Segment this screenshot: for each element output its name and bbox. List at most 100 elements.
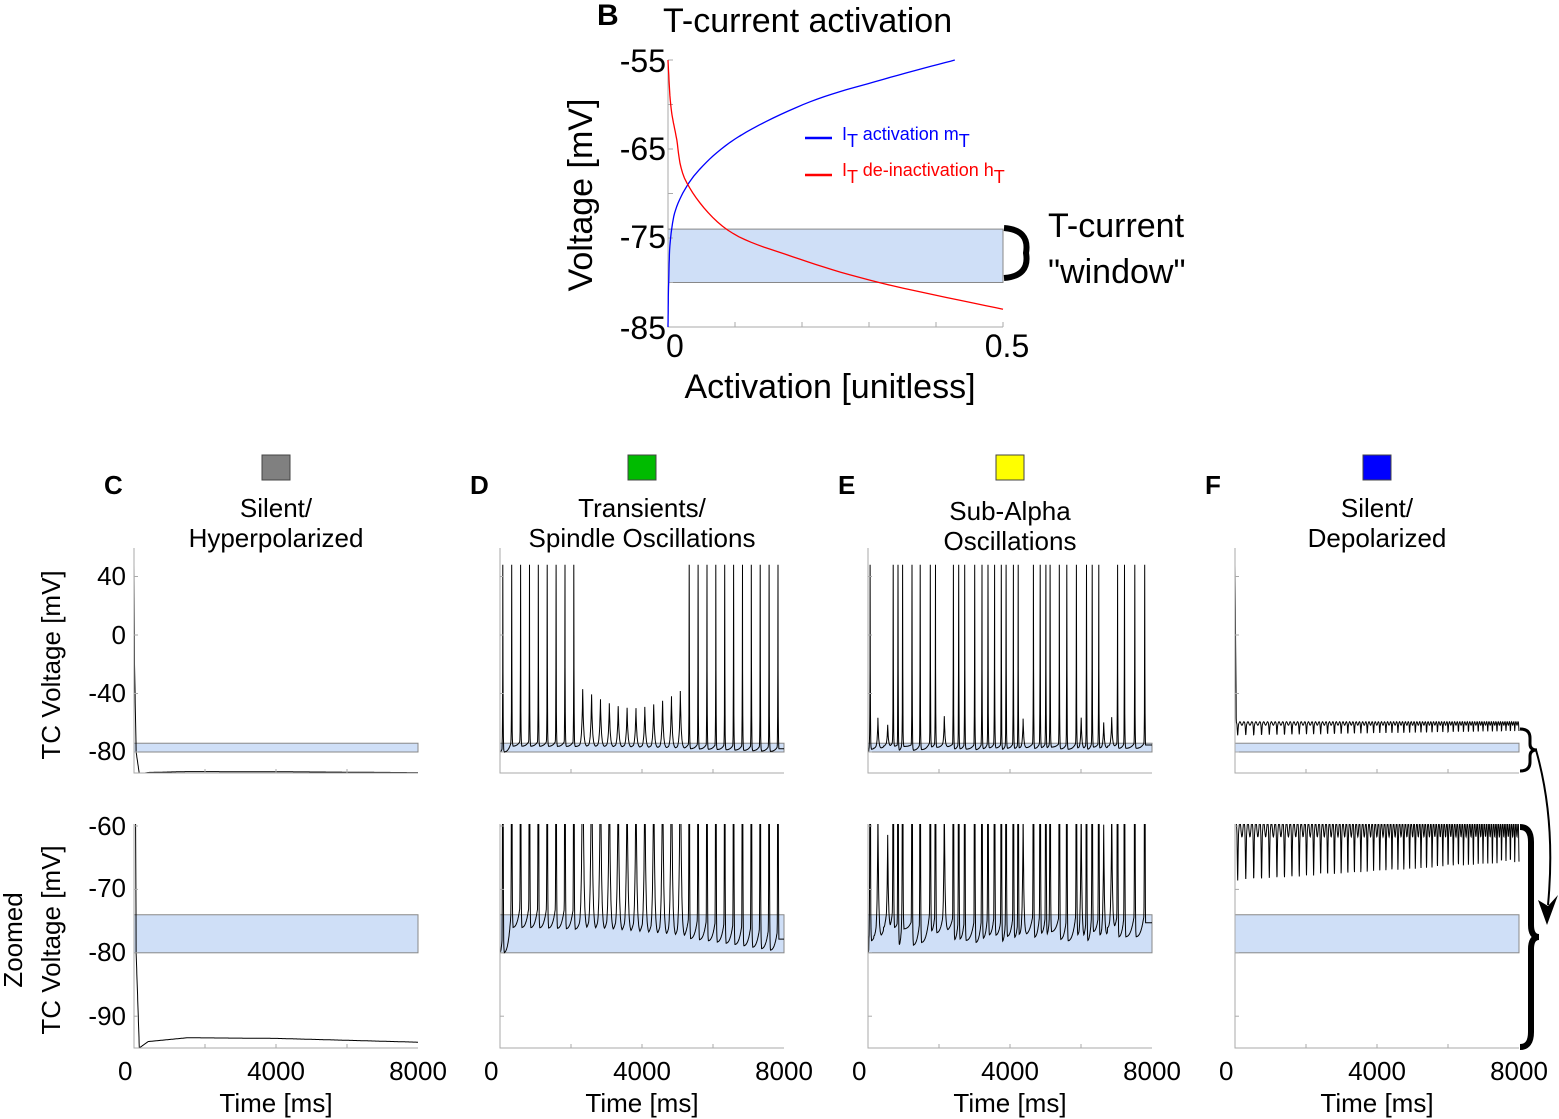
panel-title-line2: Spindle Oscillations (529, 523, 756, 553)
legend-label-deinactivation: IT de-inactivation hT (842, 160, 1005, 187)
panel-title-line1: Transients/ (578, 493, 706, 523)
y-tick-label: 0 (112, 620, 126, 650)
y-tick-label: -80 (88, 736, 126, 766)
x-tick-label: 0 (1219, 1056, 1233, 1086)
x-tick-label: 4000 (981, 1056, 1039, 1086)
panel-b: B T-current activation Voltage [mV] -55 … (562, 0, 1186, 406)
state-color-swatch (261, 454, 291, 481)
x-tick-label: 4000 (247, 1056, 305, 1086)
axes (867, 824, 1152, 1049)
x-axis-label: Time [ms] (219, 1088, 332, 1118)
axes (1234, 824, 1519, 1049)
x-axis-label: Activation [unitless] (684, 368, 975, 406)
x-tick-label: 0.5 (985, 328, 1029, 364)
panel-title-line2: Oscillations (944, 526, 1077, 556)
voltage-trace (1235, 824, 1520, 881)
panel-c: C Silent/Hyperpolarized 0 4000 8000 Time [ms] (104, 454, 447, 1118)
chart-title: T-current activation (663, 2, 952, 40)
voltage-trace (500, 824, 784, 954)
x-tick-label: 8000 (1123, 1056, 1181, 1086)
voltage-trace (135, 824, 418, 1048)
panel-title-line1: Silent/ (240, 493, 313, 523)
x-tick-label: 8000 (389, 1056, 447, 1086)
plot-area (667, 59, 1004, 328)
legend: IT activation mT IT de-inactivation hT (805, 124, 1005, 187)
voltage-trace (1235, 564, 1520, 736)
y-tick-label: -75 (620, 219, 666, 255)
y-tick-label: -70 (88, 873, 126, 903)
zoomed-voltage-plot (1234, 824, 1520, 1049)
zoom-indicator (1519, 727, 1558, 1050)
x-tick-label: 8000 (1490, 1056, 1548, 1086)
axes (667, 60, 1003, 328)
y-tick-label: -40 (88, 678, 126, 708)
voltage-trace (134, 564, 418, 773)
x-tick-label: 8000 (755, 1056, 813, 1086)
state-color-swatch (1362, 454, 1392, 481)
panel-letter-b: B (597, 0, 619, 32)
panel-letter: D (470, 470, 489, 500)
y-tick-label: -85 (620, 310, 666, 346)
y-tick-label: 40 (97, 561, 126, 591)
state-color-swatch (627, 454, 657, 481)
x-tick-label: 0 (852, 1056, 866, 1086)
x-axis-label: Time [ms] (953, 1088, 1066, 1118)
top-row-y-label: TC Voltage [mV] (36, 570, 66, 759)
x-tick-label: 0 (666, 328, 684, 364)
voltage-trace (868, 824, 1152, 954)
deinactivation-curve (667, 59, 1004, 310)
t-window-band (1234, 742, 1520, 753)
window-label-line2: "window" (1048, 253, 1186, 291)
axes (1234, 548, 1519, 774)
arrow-head-icon (1538, 895, 1558, 925)
y-tick-label: -90 (88, 1001, 126, 1031)
window-bracket (1003, 225, 1030, 281)
large-brace (1519, 824, 1540, 1050)
panel-letter: C (104, 470, 123, 500)
zoom-row-y-label-line1: Zoomed (0, 892, 28, 987)
y-tick-label: -65 (620, 131, 666, 167)
y-tick-label: -55 (620, 43, 666, 79)
panels: C Silent/Hyperpolarized 0 4000 8000 Time [ms]… (104, 454, 1548, 1118)
activation-curve (667, 59, 955, 327)
panel-title-line1: Silent/ (1341, 493, 1414, 523)
voltage-trace (868, 564, 1152, 753)
zoomed-voltage-plot (867, 824, 1153, 1049)
arrow-shaft (1535, 749, 1552, 906)
zoom-row-y-label-line2: TC Voltage [mV] (36, 845, 66, 1034)
panel-d: D Transients/Spindle Oscillations 0 4000 800… (470, 454, 813, 1118)
x-tick-label: 4000 (613, 1056, 671, 1086)
y-tick-label: -60 (88, 811, 126, 841)
voltage-plot (1234, 548, 1520, 774)
y-axis-label: Voltage [mV] (562, 99, 600, 292)
axes (499, 824, 784, 1049)
panel-letter: E (838, 470, 855, 500)
voltage-trace (500, 564, 784, 753)
axes (867, 548, 1152, 774)
legend-label-activation: IT activation mT (842, 124, 970, 151)
t-window-band (133, 742, 419, 753)
panel-title-line2: Hyperpolarized (189, 523, 364, 553)
axes (133, 548, 418, 774)
y-tick-label: -80 (88, 937, 126, 967)
voltage-plot (133, 548, 419, 774)
x-axis-label: Time [ms] (585, 1088, 698, 1118)
small-brace (1519, 727, 1538, 773)
x-tick-label: 0 (118, 1056, 132, 1086)
panel-title-line1: Sub-Alpha (949, 496, 1071, 526)
zoomed-voltage-plot (133, 824, 419, 1049)
axes (499, 548, 784, 774)
x-tick-label: 4000 (1348, 1056, 1406, 1086)
window-label-line1: T-current (1048, 207, 1185, 245)
zoomed-voltage-plot (499, 824, 785, 1049)
state-color-swatch (995, 454, 1025, 481)
voltage-plot (499, 548, 785, 774)
panel-letter: F (1205, 470, 1221, 500)
panel-title-line2: Depolarized (1308, 523, 1447, 553)
t-window-band (1234, 914, 1520, 954)
window-band (667, 228, 1004, 284)
axes (133, 824, 418, 1049)
panel-f: F Silent/Depolarized 0 4000 8000 Time [ms] (1205, 454, 1548, 1118)
